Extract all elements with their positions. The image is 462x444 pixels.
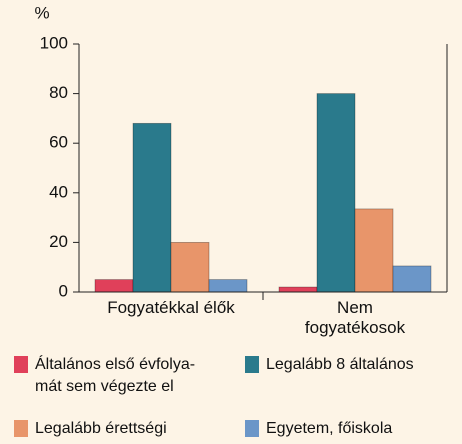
legend-item: Egyetem, főiskola [245, 418, 392, 440]
legend-item: Általános első évfolya- mát sem végezte … [14, 354, 195, 398]
bar [132, 122, 172, 293]
legend-label: Legalább 8 általános [266, 356, 414, 373]
y-tick-label: 40 [49, 182, 68, 201]
bar [392, 265, 432, 293]
bar [170, 241, 210, 293]
bar [278, 286, 318, 293]
y-tick-label: 20 [49, 232, 68, 251]
bar [354, 208, 394, 293]
legend-swatch [245, 420, 259, 437]
y-axis-label: % [34, 3, 49, 22]
x-tick-label: Nem fogyatékosok [304, 298, 406, 337]
y-tick-label: 0 [59, 281, 68, 300]
legend-item: Legalább érettségi [14, 418, 167, 440]
legend-label: Egyetem, főiskola [266, 420, 393, 437]
y-tick-label: 100 [40, 33, 68, 52]
x-tick-label: Fogyatékkal élők [107, 298, 235, 317]
legend-swatch [245, 356, 259, 373]
bar [208, 279, 248, 293]
bar [316, 93, 356, 293]
legend-swatch [14, 420, 28, 437]
y-tick-label: 80 [49, 83, 68, 102]
bar [94, 279, 134, 293]
legend-swatch [14, 356, 28, 373]
legend-label: Általános első évfolya- mát sem végezte … [35, 356, 196, 395]
y-tick-label: 60 [49, 133, 68, 152]
legend-label: Legalább érettségi [35, 420, 167, 437]
legend-item: Legalább 8 általános [245, 354, 414, 376]
